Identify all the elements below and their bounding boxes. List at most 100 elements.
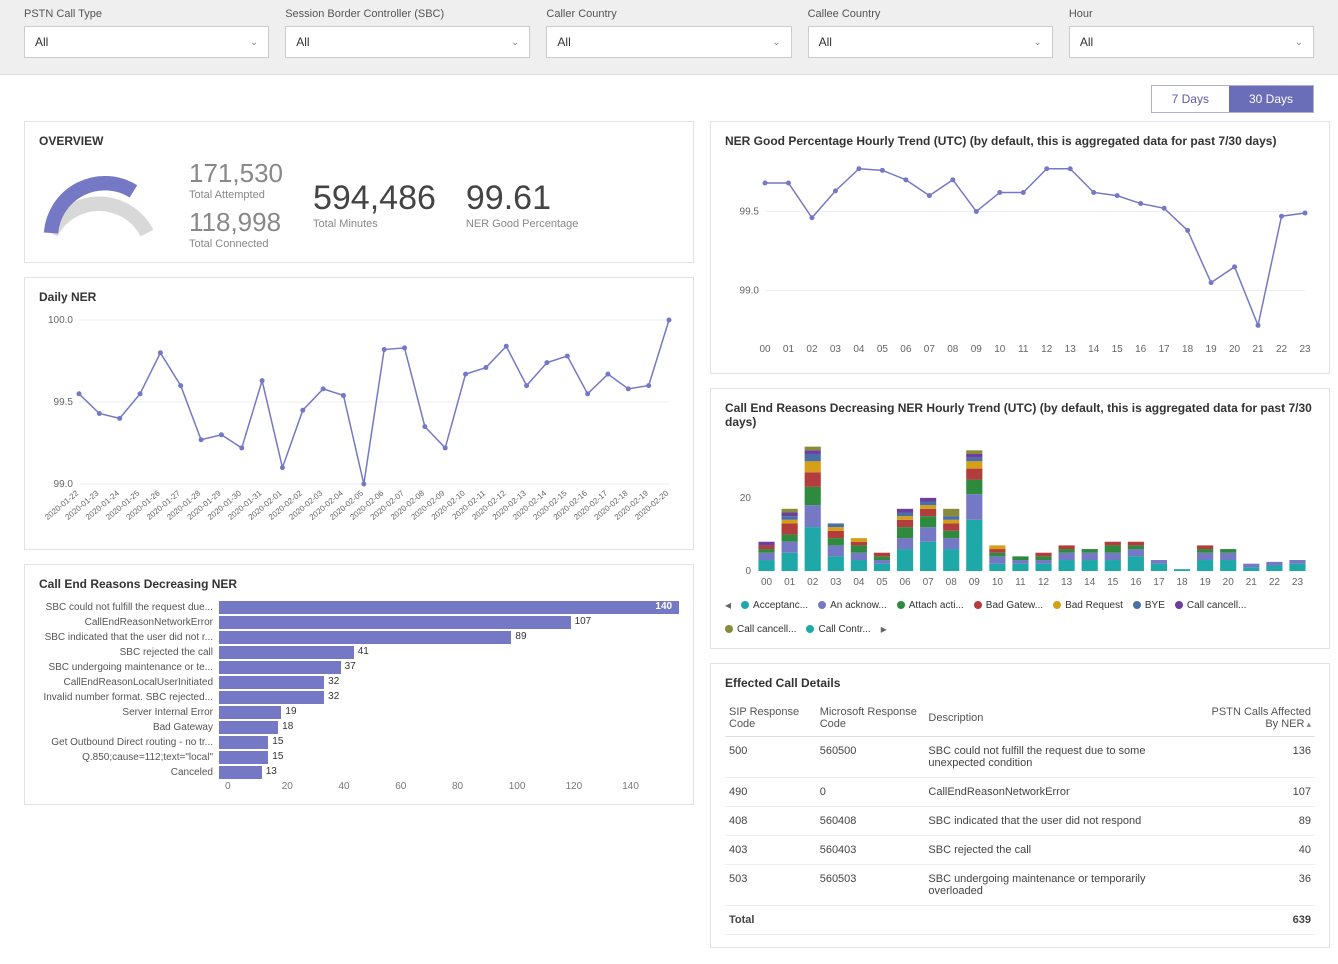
svg-text:10: 10 [992, 577, 1004, 588]
hbar-value: 32 [324, 676, 339, 687]
toggle-7days[interactable]: 7 Days [1152, 86, 1229, 112]
legend-item[interactable]: Call Contr... [806, 624, 870, 635]
table-header[interactable]: Description [924, 700, 1195, 737]
hbar-row[interactable]: Bad Gateway18 [39, 721, 679, 734]
table-header[interactable]: PSTN Calls Affected By NER▴ [1195, 700, 1315, 737]
filter-select-2[interactable]: All⌄ [546, 26, 791, 58]
svg-text:19: 19 [1200, 577, 1212, 588]
table-row[interactable]: 4900CallEndReasonNetworkError107 [725, 778, 1315, 807]
hbar-row[interactable]: Invalid number format. SBC rejected...32 [39, 691, 679, 704]
legend-item[interactable]: Acceptanc... [741, 600, 808, 611]
legend-next-icon[interactable]: ▸ [881, 622, 887, 636]
legend-item[interactable]: Call cancell... [725, 624, 796, 635]
svg-text:99.0: 99.0 [740, 286, 760, 297]
total-attempted-label: Total Attempted [189, 189, 283, 201]
svg-text:99.5: 99.5 [54, 397, 74, 408]
svg-text:15: 15 [1107, 577, 1119, 588]
svg-text:03: 03 [830, 344, 842, 355]
toggle-30days[interactable]: 30 Days [1229, 86, 1313, 112]
hbar-panel: Call End Reasons Decreasing NER SBC coul… [24, 564, 694, 805]
legend-item[interactable]: Call cancell... [1175, 600, 1246, 611]
hbar-label: SBC rejected the call [39, 647, 219, 658]
svg-text:11: 11 [1015, 577, 1026, 588]
svg-text:00: 00 [761, 577, 773, 588]
svg-text:21: 21 [1252, 344, 1264, 355]
svg-text:09: 09 [969, 577, 981, 588]
svg-text:01: 01 [784, 577, 796, 588]
svg-text:07: 07 [923, 577, 935, 588]
chevron-down-icon: ⌄ [511, 37, 519, 48]
svg-text:02: 02 [807, 577, 819, 588]
svg-text:03: 03 [830, 577, 842, 588]
hourly-ner-chart: 99.099.500010203040506070809101112131415… [725, 158, 1315, 358]
legend-item[interactable]: Attach acti... [897, 600, 964, 611]
hbar-row[interactable]: SBC rejected the call41 [39, 646, 679, 659]
hbar-label: Canceled [39, 767, 219, 778]
hbar-row[interactable]: CallEndReasonLocalUserInitiated32 [39, 676, 679, 689]
hbar-label: SBC indicated that the user did not r... [39, 632, 219, 643]
hbar-row[interactable]: Server Internal Error19 [39, 706, 679, 719]
table-row[interactable]: 503560503SBC undergoing maintenance or t… [725, 865, 1315, 906]
svg-text:0: 0 [745, 566, 751, 577]
svg-text:12: 12 [1038, 577, 1050, 588]
svg-text:18: 18 [1176, 577, 1188, 588]
svg-text:08: 08 [947, 344, 959, 355]
table-row[interactable]: 408560408SBC indicated that the user did… [725, 807, 1315, 836]
table-row[interactable]: 500560500SBC could not fulfill the reque… [725, 737, 1315, 778]
hbar-row[interactable]: CallEndReasonNetworkError 107 [39, 616, 679, 629]
table-header[interactable]: Microsoft Response Code [816, 700, 925, 737]
overview-title: OVERVIEW [39, 134, 679, 148]
chevron-down-icon: ⌄ [250, 37, 258, 48]
filter-select-3[interactable]: All⌄ [808, 26, 1053, 58]
chevron-down-icon: ⌄ [1295, 37, 1303, 48]
total-connected-label: Total Connected [189, 238, 283, 250]
svg-text:13: 13 [1061, 577, 1073, 588]
filter-label: Caller Country [546, 8, 791, 20]
legend-prev-icon[interactable]: ◂ [725, 598, 731, 612]
svg-text:06: 06 [900, 344, 912, 355]
hbar-row[interactable]: Canceled 13 [39, 766, 679, 779]
hbar-value: 15 [268, 751, 283, 762]
legend-item[interactable]: Bad Request [1053, 600, 1123, 611]
hbar-value: 107 [571, 616, 592, 627]
overview-gauge [39, 167, 159, 242]
hbar-title: Call End Reasons Decreasing NER [39, 577, 679, 591]
hourly-ner-panel: NER Good Percentage Hourly Trend (UTC) (… [710, 121, 1330, 374]
filter-select-1[interactable]: All⌄ [285, 26, 530, 58]
hbar-value: 32 [324, 691, 339, 702]
hbar-value: 18 [278, 721, 293, 732]
svg-text:02: 02 [806, 344, 818, 355]
hbar-row[interactable]: Q.850;cause=112;text="local"15 [39, 751, 679, 764]
hbar-label: SBC undergoing maintenance or te... [39, 662, 219, 673]
hbar-row[interactable]: SBC indicated that the user did not r...… [39, 631, 679, 644]
legend-item[interactable]: Bad Gatew... [974, 600, 1043, 611]
table-header[interactable]: SIP Response Code [725, 700, 816, 737]
svg-text:99.0: 99.0 [54, 479, 74, 490]
filter-select-4[interactable]: All⌄ [1069, 26, 1314, 58]
hbar-value: 13 [262, 766, 277, 777]
svg-text:17: 17 [1159, 344, 1171, 355]
table-row[interactable]: 403560403SBC rejected the call40 [725, 836, 1315, 865]
ner-percentage-label: NER Good Percentage [466, 218, 579, 230]
details-table: SIP Response CodeMicrosoft Response Code… [725, 700, 1315, 935]
hbar-value: 140 [651, 601, 672, 612]
hbar-row[interactable]: SBC undergoing maintenance or te...37 [39, 661, 679, 674]
table-panel: Effected Call Details SIP Response CodeM… [710, 663, 1330, 948]
hbar-row[interactable]: SBC could not fulfill the request due...… [39, 601, 679, 614]
svg-text:16: 16 [1130, 577, 1142, 588]
legend-item[interactable]: An acknow... [818, 600, 887, 611]
filter-select-0[interactable]: All⌄ [24, 26, 269, 58]
hbar-row[interactable]: Get Outbound Direct routing - no tr...15 [39, 736, 679, 749]
table-title: Effected Call Details [725, 676, 1315, 690]
legend-item[interactable]: BYE [1133, 600, 1165, 611]
total-connected-value: 118,998 [189, 207, 283, 238]
hbar-label: CallEndReasonNetworkError [39, 617, 219, 628]
stacked-chart: 0200001020304050607080910111213141516171… [725, 439, 1315, 589]
svg-text:20: 20 [1229, 344, 1241, 355]
time-toggle: 7 Days 30 Days [1151, 85, 1314, 113]
svg-text:01: 01 [783, 344, 795, 355]
chevron-down-icon: ⌄ [1033, 37, 1041, 48]
svg-text:00: 00 [759, 344, 771, 355]
svg-text:14: 14 [1088, 344, 1100, 355]
svg-text:22: 22 [1276, 344, 1288, 355]
